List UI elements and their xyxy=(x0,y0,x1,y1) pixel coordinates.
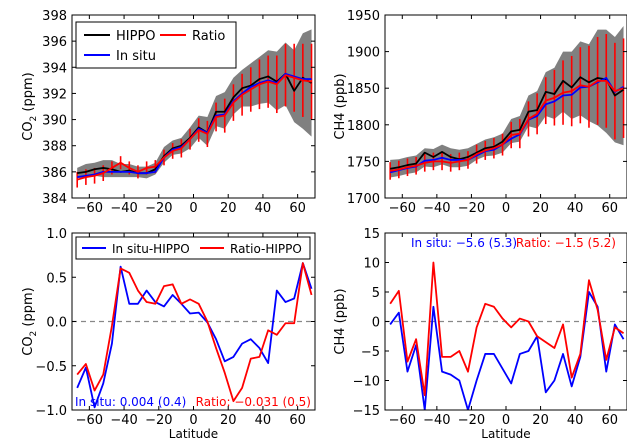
y-tick-label: 5 xyxy=(372,286,380,301)
x-axis-label: Latitude xyxy=(481,427,530,441)
plot-area xyxy=(389,25,625,180)
legend-box xyxy=(75,236,311,260)
x-tick-label: −20 xyxy=(458,413,485,428)
legend: HIPPO In situ Ratio xyxy=(75,21,237,69)
legend-label: Ratio-HIPPO xyxy=(230,242,302,256)
y-tick-label: 10 xyxy=(363,257,380,272)
legend-label: In situ xyxy=(116,49,156,64)
y-tick-label: 1850 xyxy=(347,82,380,97)
x-tick-label: 0 xyxy=(502,413,510,428)
series-line-ratio xyxy=(390,79,624,172)
y-tick-label: 1800 xyxy=(347,119,380,134)
stats-annotation: In situ: 0.004 (0.4) xyxy=(75,395,186,409)
legend-label: HIPPO xyxy=(116,29,156,44)
series-line-hippo xyxy=(390,76,625,170)
legend-label: In situ-HIPPO xyxy=(112,242,190,256)
series-line-ratio xyxy=(76,74,312,181)
y-tick-label: 0.0 xyxy=(46,316,67,331)
x-tick-label: 0 xyxy=(189,413,197,428)
y-tick-label: 1.0 xyxy=(46,227,67,242)
x-tick-label: −40 xyxy=(423,413,450,428)
y-tick-label: −0.5 xyxy=(35,360,67,375)
y-tick-label: 1900 xyxy=(347,46,380,61)
plot-area xyxy=(385,261,627,410)
x-tick-label: −40 xyxy=(110,201,137,216)
y-tick-label: 15 xyxy=(363,227,380,242)
x-tick-label: 40 xyxy=(567,201,584,216)
x-tick-label: 0 xyxy=(502,201,510,216)
uncertainty-band xyxy=(77,29,312,179)
series-line-ratio-hippo xyxy=(76,262,313,403)
x-tick-label: 20 xyxy=(532,201,549,216)
y-tick-label: 396 xyxy=(42,35,67,50)
legend-box xyxy=(75,21,237,69)
panel-ch4-profile: −60 −40 −20 0 20 40 60 1700 1750 1800 1850 1900 1950… xyxy=(333,9,627,216)
y-tick-label: 1750 xyxy=(347,155,380,170)
series-line-ratio xyxy=(389,261,625,397)
x-tick-label: −60 xyxy=(76,413,103,428)
x-tick-label: −60 xyxy=(389,201,416,216)
y-tick-label: 392 xyxy=(42,87,67,102)
x-tick-label: 40 xyxy=(255,201,272,216)
y-axis-label: CO2 (ppm) xyxy=(21,72,39,141)
x-tick-label: −20 xyxy=(458,201,485,216)
y-tick-label: 394 xyxy=(42,61,67,76)
x-tick-label: −20 xyxy=(145,201,172,216)
panel-co2-difference: −60 −40 −20 0 20 40 60 1.0 0.5 0.0 −0.5 −1.0 CO2 (pp… xyxy=(21,227,316,441)
plot-area xyxy=(76,29,313,188)
panel-co2-profile: −60 −40 −20 0 20 40 60 384 386 388 390 392 394 396 398… xyxy=(21,9,316,216)
y-axis-label: CH4 (ppb) xyxy=(333,73,348,139)
stats-annotation: In situ: −5.6 (5.3) xyxy=(411,236,517,250)
x-tick-label: −60 xyxy=(76,201,103,216)
y-tick-label: 1700 xyxy=(347,192,380,207)
series-line-in-situ xyxy=(389,77,625,174)
x-tick-label: −20 xyxy=(145,413,172,428)
y-tick-label: −1.0 xyxy=(35,404,67,419)
y-tick-label: 384 xyxy=(42,192,67,207)
y-tick-label: 0.5 xyxy=(46,271,67,286)
x-tick-label: 60 xyxy=(289,413,306,428)
x-tick-label: 0 xyxy=(189,201,197,216)
x-tick-label: 60 xyxy=(289,201,306,216)
uncertainty-band xyxy=(390,25,624,178)
x-tick-label: 20 xyxy=(220,201,237,216)
y-tick-label: −10 xyxy=(353,375,380,390)
x-tick-label: −40 xyxy=(110,413,137,428)
stats-annotation: Ratio: −0.031 (0.5) xyxy=(196,395,311,409)
x-tick-label: 60 xyxy=(601,201,618,216)
y-tick-label: −15 xyxy=(353,404,380,419)
y-tick-label: 1950 xyxy=(347,9,380,24)
legend-label: Ratio xyxy=(192,29,225,44)
y-tick-label: 388 xyxy=(42,140,67,155)
x-tick-label: 60 xyxy=(601,413,618,428)
panel-ch4-difference: −60 −40 −20 0 20 40 60 15 10 5 0 −5 −10 −15 CH4 (ppb) L… xyxy=(333,227,627,441)
x-tick-label: 20 xyxy=(220,413,237,428)
error-bars-ratio xyxy=(389,34,625,180)
plot-area xyxy=(72,262,315,409)
y-tick-label: −5 xyxy=(361,345,380,360)
stats-annotation: Ratio: −1.5 (5.2) xyxy=(516,236,616,250)
x-tick-label: 40 xyxy=(567,413,584,428)
x-tick-label: −40 xyxy=(423,201,450,216)
y-tick-label: 0 xyxy=(372,316,380,331)
y-tick-label: 390 xyxy=(42,114,67,129)
series-line-in-situ-hippo xyxy=(76,262,313,409)
x-tick-label: 40 xyxy=(255,413,272,428)
y-axis-label: CH4 (ppb) xyxy=(333,288,348,354)
legend: In situ-HIPPO Ratio-HIPPO xyxy=(75,236,311,260)
x-tick-label: −60 xyxy=(389,413,416,428)
y-axis-label: CO2 (ppm) xyxy=(21,287,39,356)
x-axis-label: Latitude xyxy=(169,427,218,441)
x-tick-label: 20 xyxy=(532,413,549,428)
y-tick-label: 386 xyxy=(42,166,67,181)
y-tick-label: 398 xyxy=(42,9,67,24)
